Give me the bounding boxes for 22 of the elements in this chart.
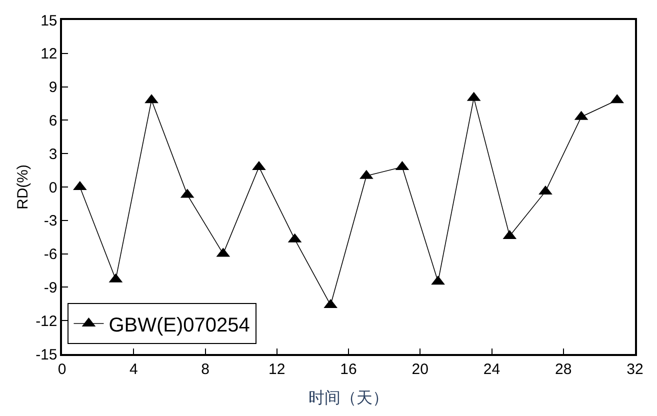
y-tick-label: 9 <box>48 79 58 96</box>
y-tick-label: -12 <box>36 312 58 330</box>
y-tick-label: 6 <box>48 112 58 130</box>
x-tick-label: 28 <box>555 360 572 378</box>
y-tick-label: 0 <box>48 179 58 196</box>
y-axis-title: RD(%) <box>14 164 32 210</box>
x-tick-label: 8 <box>201 360 210 378</box>
x-tick-label: 16 <box>340 360 357 378</box>
y-tick-label: 15 <box>40 12 58 30</box>
y-tick-label: 12 <box>40 46 58 63</box>
y-tick-label: 3 <box>48 146 58 163</box>
x-tick-label: 24 <box>483 360 500 378</box>
x-tick-label: 12 <box>268 360 286 378</box>
x-tick-label: 20 <box>412 360 428 378</box>
y-tick-label: -6 <box>44 246 58 264</box>
legend-label: GBW(E)070254 <box>108 314 250 336</box>
x-axis-title: 时间（天） <box>308 388 388 407</box>
y-tick-label: -15 <box>36 346 58 364</box>
y-tick-label: -9 <box>44 279 58 296</box>
x-tick-label: 32 <box>626 360 644 378</box>
x-tick-label: 4 <box>129 360 138 378</box>
y-tick-label: -3 <box>44 212 58 230</box>
